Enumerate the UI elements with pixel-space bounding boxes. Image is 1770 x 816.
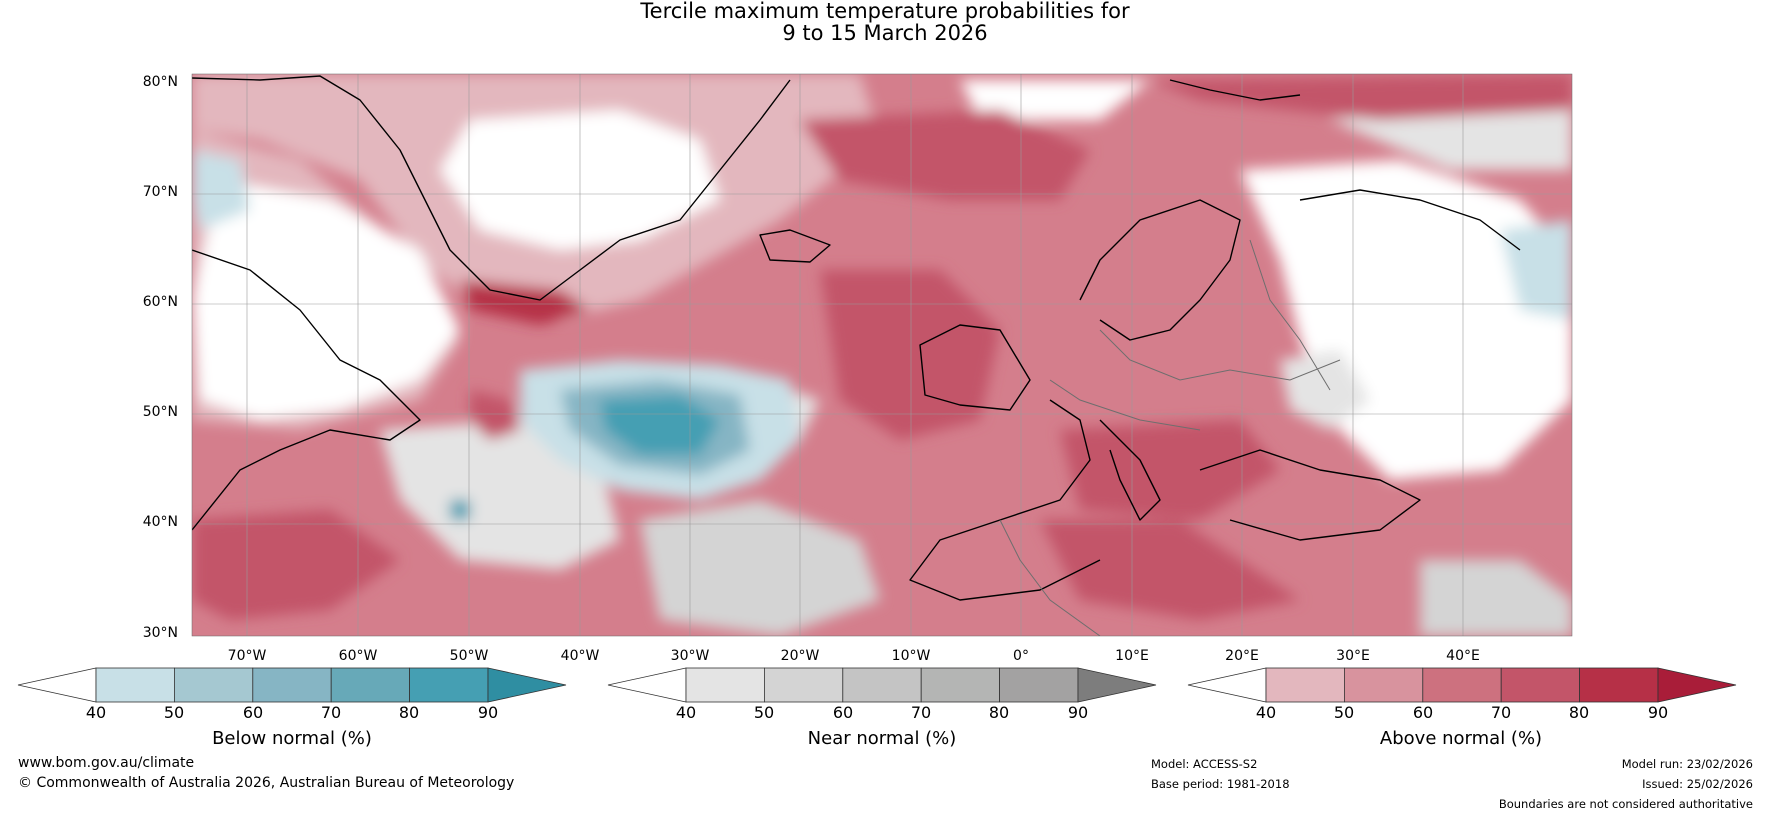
above-colorbar-high-extend (1657, 667, 1737, 703)
near-colorbar-segment (764, 667, 844, 703)
below-colorbar-segment (252, 667, 332, 703)
near-colorbar-low-extend (607, 667, 687, 703)
lon-label: 40°W (560, 648, 600, 664)
footer-model: Model: ACCESS-S2 (1151, 757, 1258, 771)
map-title-line2: 9 to 15 March 2026 (782, 21, 988, 45)
footer-copyright: © Commonwealth of Australia 2026, Austra… (18, 775, 515, 791)
colorbars (17, 667, 1737, 703)
lon-label: 10°E (1115, 648, 1149, 664)
lon-label: 30°W (670, 648, 710, 664)
below-tick: 60 (242, 703, 264, 722)
below-tick: 40 (85, 703, 107, 722)
footer-disclaimer: Boundaries are not considered authoritat… (1498, 797, 1753, 811)
footer-base-period: Base period: 1981-2018 (1151, 777, 1290, 791)
near-tick: 60 (832, 703, 854, 722)
near-colorbar-segment (842, 667, 922, 703)
lon-label: 0° (1013, 648, 1029, 664)
lat-label: 60°N (142, 294, 178, 310)
above-colorbar-segment (1344, 667, 1424, 703)
near-tick: 50 (753, 703, 775, 722)
near-tick: 90 (1067, 703, 1089, 722)
lon-label: 50°W (449, 648, 489, 664)
above-normal-label: Above normal (%) (1379, 728, 1543, 749)
lat-label: 80°N (142, 74, 178, 90)
below-tick: 50 (163, 703, 185, 722)
lon-label: 20°W (780, 648, 820, 664)
near-colorbar-segment (685, 667, 765, 703)
below-tick: 90 (477, 703, 499, 722)
below-tick: 80 (398, 703, 420, 722)
above-colorbar-segment (1265, 667, 1345, 703)
footer-model-run: Model run: 23/02/2026 (1621, 757, 1753, 771)
lat-label: 70°N (142, 184, 178, 200)
above-tick: 40 (1255, 703, 1277, 722)
above-colorbar-segment (1422, 667, 1502, 703)
above-tick: 80 (1568, 703, 1590, 722)
near-colorbar-segment (999, 667, 1079, 703)
above-colorbar-segment (1579, 667, 1659, 703)
graticule (192, 74, 1572, 636)
lon-label: 40°E (1446, 648, 1480, 664)
lat-label: 50°N (142, 404, 178, 420)
borders (999, 239, 1341, 636)
lat-label: 40°N (142, 514, 178, 530)
footer-url: www.bom.gov.au/climate (18, 755, 195, 771)
above-tick: 50 (1333, 703, 1355, 722)
below-colorbar-segment (409, 667, 489, 703)
lon-label: 10°W (891, 648, 931, 664)
lon-label: 60°W (338, 648, 378, 664)
coastlines (192, 75, 1521, 601)
near-tick: 70 (910, 703, 932, 722)
near-tick: 80 (988, 703, 1010, 722)
footer-issued: Issued: 25/02/2026 (1642, 777, 1753, 791)
below-colorbar-segment (330, 667, 411, 703)
near-colorbar-segment (920, 667, 1001, 703)
near-normal-label: Near normal (%) (807, 728, 957, 749)
map-panel (192, 74, 1572, 636)
near-colorbar-high-extend (1077, 667, 1157, 703)
lon-label: 20°E (1225, 648, 1259, 664)
map-title-line1: Tercile maximum temperature probabilitie… (640, 0, 1130, 23)
above-colorbar-low-extend (1187, 667, 1267, 703)
near-tick: 40 (675, 703, 697, 722)
above-tick: 90 (1647, 703, 1669, 722)
below-normal-label: Below normal (%) (212, 728, 372, 749)
below-colorbar-high-extend (487, 667, 567, 703)
below-colorbar-low-extend (17, 667, 97, 703)
lon-label: 30°E (1336, 648, 1370, 664)
below-tick: 70 (320, 703, 342, 722)
lat-label: 30°N (142, 625, 178, 641)
lon-label: 70°W (227, 648, 267, 664)
below-colorbar-segment (95, 667, 175, 703)
below-colorbar-segment (173, 667, 254, 703)
above-tick: 70 (1490, 703, 1512, 722)
above-colorbar-segment (1500, 667, 1580, 703)
above-tick: 60 (1412, 703, 1434, 722)
